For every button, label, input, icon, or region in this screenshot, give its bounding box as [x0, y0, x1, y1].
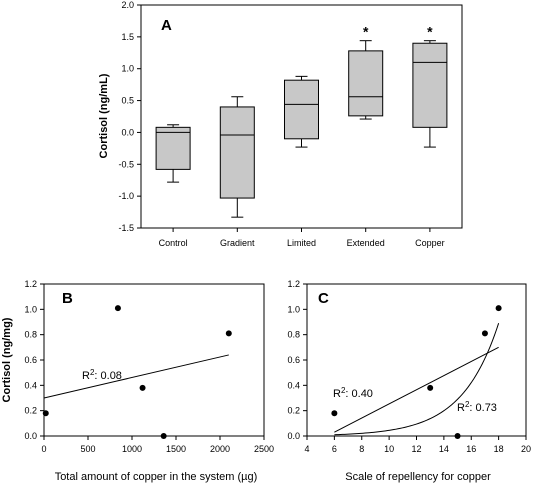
data-point — [495, 305, 502, 312]
x-tick-label: 1000 — [122, 444, 142, 454]
y-tick-label: -0.5 — [118, 159, 134, 169]
y-tick-label: 0.0 — [121, 127, 134, 137]
y-tick-label: 0.2 — [287, 406, 300, 416]
y-tick-label: 1.2 — [24, 279, 37, 289]
y-tick-label: 0.0 — [287, 431, 300, 441]
y-axis: 0.0 0.2 0.4 0.6 0.8 1.0 1.2 — [24, 279, 44, 441]
panel-b: B Cortisol (ng/mg) Total amount of coppe… — [1, 279, 274, 483]
x-tick-label: 4 — [304, 444, 309, 454]
fit-lines — [43, 354, 229, 399]
x-tick-label: 16 — [466, 444, 476, 454]
panel-letter-c: C — [318, 290, 329, 307]
box-iqr — [155, 126, 191, 170]
data-point — [114, 305, 121, 312]
exponential-fit-curve — [334, 323, 500, 436]
x-axis-title: Total amount of copper in the system (µg… — [55, 471, 258, 483]
box-control — [155, 124, 191, 183]
x-tick-label: 18 — [494, 444, 504, 454]
boxes: * * — [155, 24, 448, 218]
data-point — [42, 410, 49, 417]
y-axis: -1.5 -1.0 -0.5 0.0 0.5 1.0 1.5 2.0 — [118, 0, 141, 233]
y-tick-label: 1.5 — [121, 32, 134, 42]
x-tick-label: 14 — [439, 444, 449, 454]
x-tick-label: Limited — [287, 238, 316, 248]
x-tick-label: Copper — [415, 238, 445, 248]
r-squared-annotation-linear: R2: 0.40 — [333, 386, 373, 401]
x-tick-label: 8 — [359, 444, 364, 454]
r-squared-annotation: R2: 0.08 — [82, 368, 122, 383]
linear-fit-line — [334, 346, 499, 433]
box-iqr — [412, 42, 448, 128]
linear-fit-line — [43, 354, 229, 399]
x-axis-title: Scale of repellency for copper — [345, 471, 491, 483]
data-point — [454, 433, 461, 439]
data-points — [42, 305, 232, 439]
y-tick-label: 0.8 — [287, 330, 300, 340]
x-tick-label: 1500 — [166, 444, 186, 454]
y-tick-label: 0.4 — [287, 380, 300, 390]
significance-marker: * — [363, 24, 369, 40]
y-tick-label: 1.2 — [287, 279, 300, 289]
y-tick-label: 1.0 — [287, 304, 300, 314]
y-axis-title: Cortisol (ng/mg) — [1, 317, 13, 402]
x-tick-label: 500 — [80, 444, 95, 454]
y-tick-label: 0.4 — [24, 380, 37, 390]
fit-lines — [334, 323, 500, 436]
significance-marker: * — [427, 24, 433, 40]
y-axis-title: Cortisol (ng/mL) — [98, 73, 110, 158]
box-copper: * — [412, 24, 448, 148]
y-tick-label: 0.2 — [24, 406, 37, 416]
r-squared-annotation-exponential: R2: 0.73 — [457, 400, 497, 415]
plot-frame — [43, 283, 265, 437]
y-tick-label: 1.0 — [24, 304, 37, 314]
x-tick-label: 12 — [411, 444, 421, 454]
box-iqr — [219, 106, 255, 199]
x-axis: Control Gradient Limited Extended Copper — [159, 228, 445, 248]
x-tick-label: 20 — [521, 444, 531, 454]
x-tick-label: Extended — [347, 238, 385, 248]
data-point — [481, 330, 488, 337]
y-tick-label: 1.0 — [121, 64, 134, 74]
x-axis: 0 500 1000 1500 2000 2500 — [41, 436, 274, 454]
panel-a: A Cortisol (ng/mL) -1.5 -1.0 -0.5 0.0 0.5 1.0… — [98, 0, 463, 248]
data-point — [160, 433, 167, 439]
box-extended: * — [348, 24, 384, 120]
x-tick-label: Control — [159, 238, 188, 248]
box-iqr — [348, 50, 384, 117]
x-tick-label: Gradient — [220, 238, 255, 248]
y-tick-label: 0.6 — [287, 355, 300, 365]
data-point — [427, 384, 434, 391]
panel-c: C Scale of repellency for copper 0.00.20… — [287, 279, 531, 483]
y-tick-label: 0.8 — [24, 330, 37, 340]
data-point — [331, 410, 338, 417]
panel-letter-b: B — [62, 290, 73, 307]
y-tick-label: 2.0 — [121, 0, 134, 10]
x-tick-label: 2500 — [254, 444, 274, 454]
x-tick-label: 6 — [332, 444, 337, 454]
data-point — [139, 384, 146, 391]
data-point — [225, 330, 232, 337]
x-axis: 4 6 8 10 12 14 16 18 20 — [304, 436, 531, 454]
box-iqr — [284, 79, 319, 140]
y-tick-label: -1.5 — [118, 223, 134, 233]
box-limited — [284, 75, 319, 148]
y-tick-label: 0.0 — [24, 431, 37, 441]
y-tick-label: -1.0 — [118, 191, 134, 201]
y-axis: 0.0 0.2 0.4 0.6 0.8 1.0 1.2 — [287, 279, 307, 441]
y-tick-label: 0.5 — [121, 96, 134, 106]
panel-letter-a: A — [161, 17, 172, 34]
x-tick-label: 0 — [41, 444, 46, 454]
data-points — [331, 305, 502, 439]
box-gradient — [219, 96, 255, 218]
x-tick-label: 2000 — [210, 444, 230, 454]
y-tick-label: 0.6 — [24, 355, 37, 365]
x-tick-label: 10 — [384, 444, 394, 454]
